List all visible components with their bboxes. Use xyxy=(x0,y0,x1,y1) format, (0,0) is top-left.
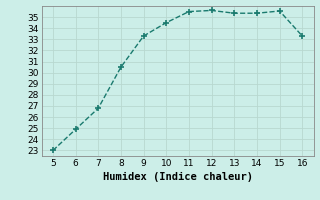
X-axis label: Humidex (Indice chaleur): Humidex (Indice chaleur) xyxy=(103,172,252,182)
